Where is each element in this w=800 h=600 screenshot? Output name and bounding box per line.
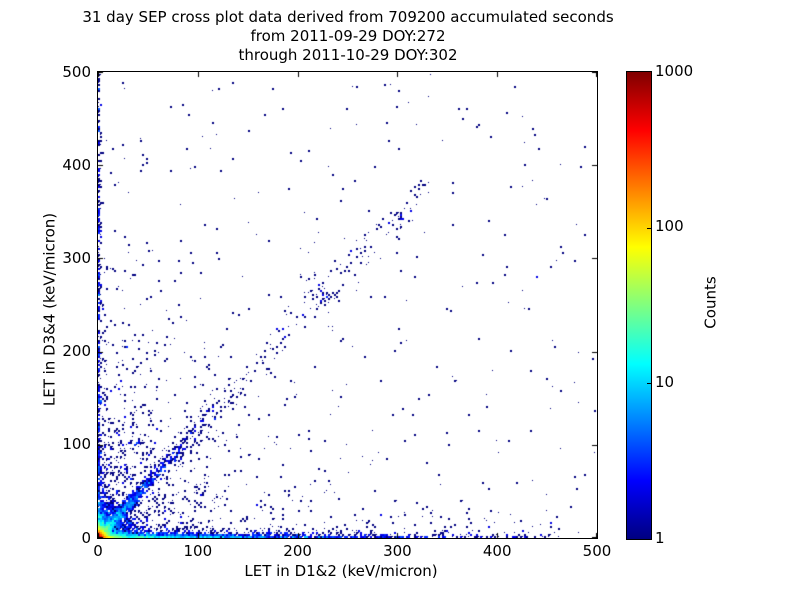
colorbar-tick-label: 100	[655, 217, 684, 235]
colorbar-tick-label: 10	[655, 373, 675, 391]
x-tick-label: 100	[183, 542, 213, 560]
colorbar-tick-label: 1000	[655, 62, 694, 80]
x-axis-label: LET in D1&2 (keV/micron)	[244, 562, 438, 580]
plot-title-line-3: through 2011-10-29 DOY:302	[238, 46, 458, 64]
plot-title: 31 day SEP cross plot data derived from …	[18, 8, 678, 65]
y-tick-label: 0	[81, 529, 91, 547]
scatter-canvas	[98, 72, 597, 538]
colorbar-tick-label: 1	[655, 529, 665, 547]
colorbar-tick-mark	[647, 228, 651, 229]
y-tick-label: 200	[62, 342, 91, 360]
plot-title-line-1: 31 day SEP cross plot data derived from …	[82, 8, 614, 26]
y-tick-label: 300	[62, 249, 91, 267]
x-tick-label: 400	[482, 542, 512, 560]
colorbar-tick-mark	[647, 383, 651, 384]
y-tick-label: 400	[62, 156, 91, 174]
y-axis-label: LET in D3&4 (keV/micron)	[40, 212, 59, 407]
x-tick-label: 300	[383, 542, 412, 560]
plot-title-line-2: from 2011-09-29 DOY:272	[250, 27, 446, 45]
colorbar-label: Counts	[701, 276, 720, 329]
x-tick-label: 500	[582, 542, 612, 560]
y-tick-label: 500	[62, 63, 91, 81]
y-tick-label: 100	[62, 435, 91, 453]
colorbar	[626, 71, 652, 540]
x-tick-label: 0	[93, 542, 103, 560]
x-tick-label: 200	[283, 542, 312, 560]
plot-area	[97, 71, 598, 539]
